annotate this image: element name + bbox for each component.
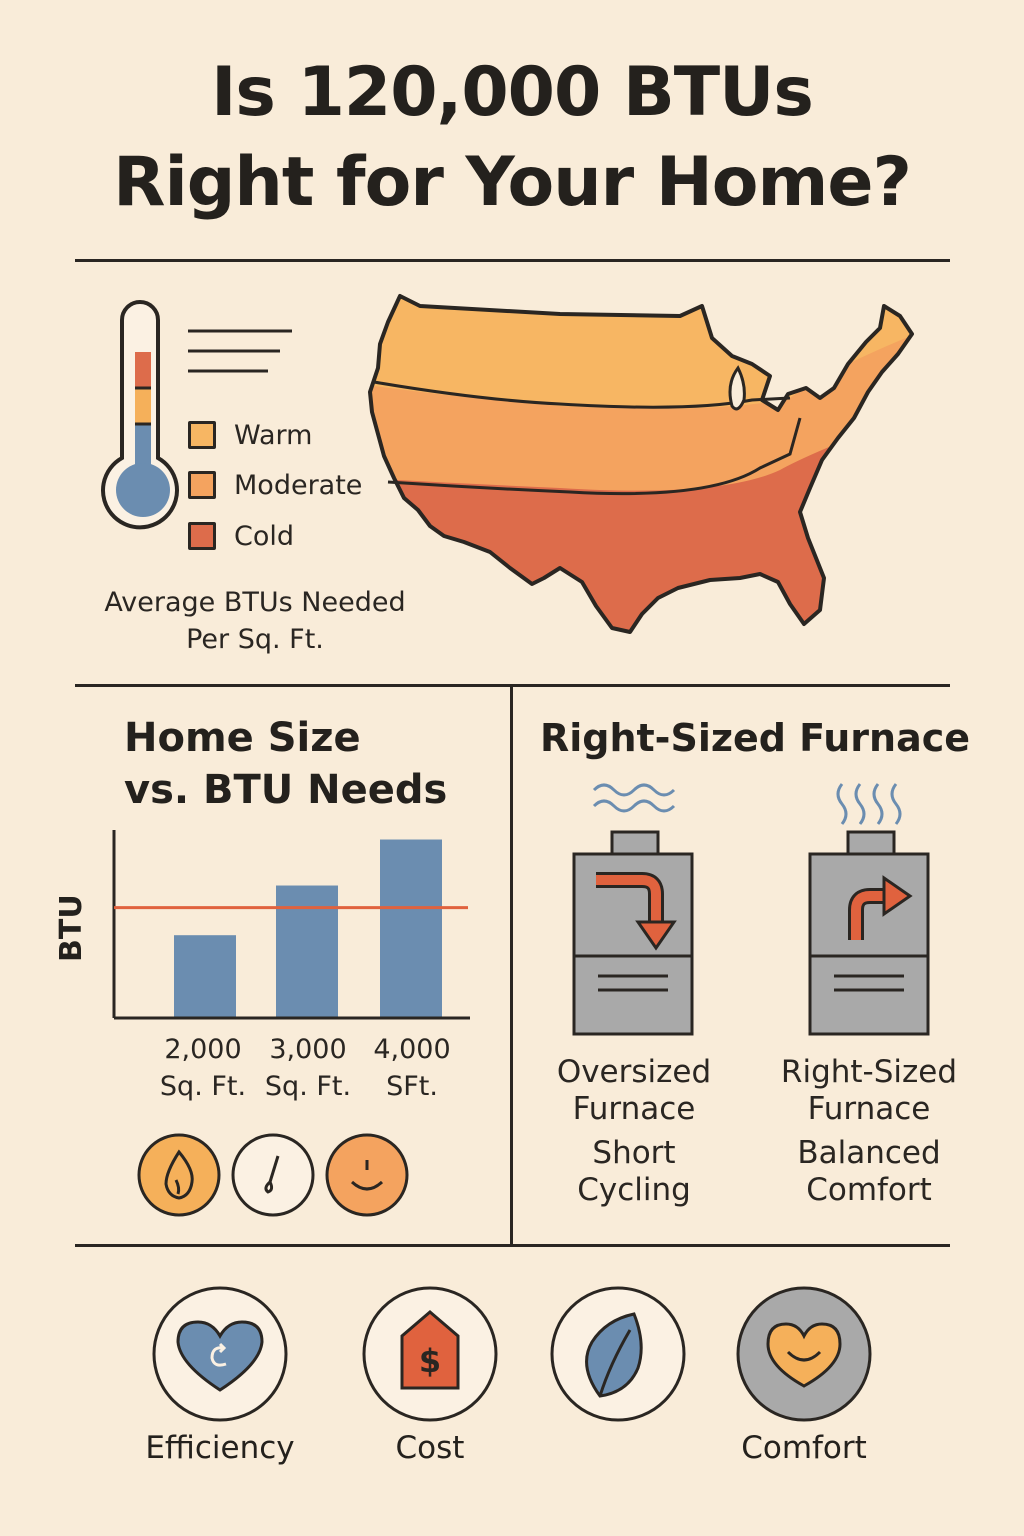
bar-1 [276, 885, 338, 1017]
oversized-name-line-1: Oversized [556, 1054, 712, 1090]
text-lines-icon [188, 329, 292, 373]
btu-bar-chart [112, 830, 470, 1020]
bar-label-2000-value: 2,000 [164, 1034, 242, 1065]
bar-label-3000-unit: Sq. Ft. [264, 1071, 352, 1102]
legend-swatch-warm [188, 421, 216, 449]
divider-bottom [75, 1244, 950, 1247]
bar-label-3000-value: 3,000 [269, 1034, 347, 1065]
furnace-section-title: Right-Sized Furnace [539, 716, 971, 760]
legend-swatch-cold [188, 522, 216, 550]
right-sized-name-line-1: Right-Sized [780, 1054, 958, 1090]
legend-item-cold: Cold [188, 519, 294, 553]
oversized-furnace-icon [572, 783, 694, 1036]
home-size-title-line-2: vs. BTU Needs [124, 767, 448, 813]
benefit-label-comfort: Comfort [741, 1430, 867, 1466]
legend-item-moderate: Moderate [188, 468, 362, 502]
page-title-line-2: Right for Your Home? [113, 143, 912, 222]
leaf-icon [550, 1286, 686, 1422]
page-title-line-1: Is 120,000 BTUs [211, 53, 814, 132]
bar-label-4000-value: 4,000 [373, 1034, 451, 1065]
chart-y-axis-label: BTU [54, 894, 89, 962]
price-tag-icon: $ [362, 1286, 498, 1422]
smile-icon [325, 1133, 409, 1217]
right-sized-desc-line-1: Balanced [797, 1135, 941, 1171]
climate-caption-line-1: Average BTUs Needed [104, 587, 406, 618]
legend-label-warm: Warm [234, 419, 313, 451]
right-sized-name-line-2: Furnace [807, 1091, 931, 1127]
right-sized-furnace-icon [808, 783, 930, 1036]
right-sized-desc-line-2: Comfort [806, 1172, 932, 1208]
legend-swatch-moderate [188, 471, 216, 499]
heart-icon [152, 1286, 288, 1422]
svg-text:$: $ [419, 1342, 441, 1380]
us-climate-map [368, 294, 914, 634]
oversized-desc-line-2: Cycling [577, 1172, 691, 1208]
thermometer-icon [101, 300, 179, 530]
climate-caption-line-2: Per Sq. Ft. [186, 624, 324, 655]
flame-icon [137, 1133, 221, 1217]
divider-middle [75, 684, 950, 687]
benefit-label-efficiency: Efficiency [145, 1430, 295, 1466]
bar-label-4000-unit: SFt. [386, 1071, 438, 1102]
divider-top [75, 259, 950, 262]
legend-label-moderate: Moderate [234, 469, 363, 501]
legend-label-cold: Cold [234, 520, 295, 552]
bar-0 [174, 935, 236, 1017]
oversized-name-line-2: Furnace [572, 1091, 696, 1127]
bar-label-2000-unit: Sq. Ft. [159, 1071, 247, 1102]
divider-vertical [510, 686, 513, 1246]
legend-item-warm: Warm [188, 418, 312, 452]
home-size-title-line-1: Home Size [124, 715, 361, 761]
benefit-label-cost: Cost [395, 1430, 465, 1466]
oversized-desc-line-1: Short [592, 1135, 676, 1171]
smiling-heart-icon [736, 1286, 872, 1422]
gauge-icon [231, 1133, 315, 1217]
bar-2 [380, 839, 442, 1017]
